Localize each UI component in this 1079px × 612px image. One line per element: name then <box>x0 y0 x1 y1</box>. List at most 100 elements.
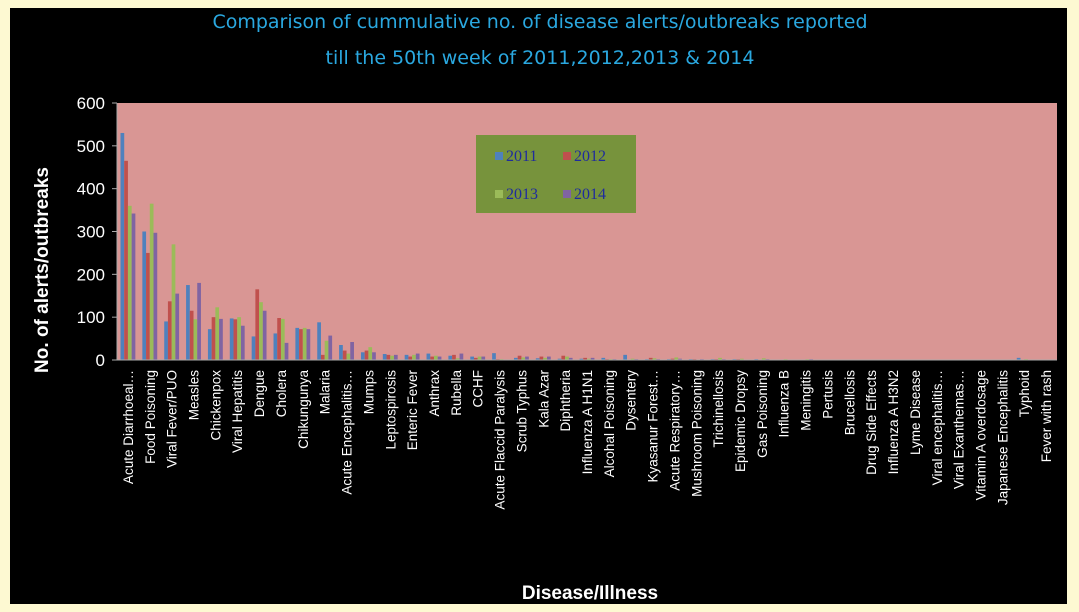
bar-2013-27 <box>718 357 722 360</box>
y-tick-label: 100 <box>77 308 105 327</box>
bar-2011-3 <box>186 285 190 360</box>
bar-2014-11 <box>372 352 376 360</box>
y-axis-title: No. of alerts/outbreaks <box>32 167 53 373</box>
bar-2014-16 <box>481 356 486 360</box>
bar-2012-13 <box>408 356 413 360</box>
bar-2014-10 <box>350 342 354 360</box>
bar-2011-13 <box>404 354 409 360</box>
bar-2012-16 <box>473 357 478 360</box>
x-tick-label: Rubella <box>449 370 464 416</box>
x-tick-label: Measles <box>187 370 202 421</box>
x-tick-label: Typhoid <box>1017 370 1032 417</box>
bar-2013-28 <box>740 358 744 360</box>
x-tick-label: Japanese Encephalitis <box>995 370 1010 505</box>
bar-2014-7 <box>284 342 289 360</box>
bar-2012-25 <box>670 358 675 360</box>
x-tick-label: Mumps <box>361 370 376 415</box>
x-tick-label: Trichinellosis <box>711 370 726 448</box>
bar-2013-8 <box>302 327 307 361</box>
bar-2013-19 <box>543 357 547 360</box>
bar-2012-1 <box>146 252 150 360</box>
bar-2013-11 <box>368 347 373 360</box>
bar-2012-4 <box>211 317 216 360</box>
bar-2011-2 <box>164 321 168 360</box>
bar-2012-20 <box>561 355 566 360</box>
x-tick-label: Malaria <box>318 370 333 415</box>
x-tick-label: Food Poisoning <box>143 370 158 464</box>
bar-2012-18 <box>517 355 522 360</box>
x-tick-label: Mushroom Poisoning <box>689 370 704 497</box>
bar-2012-7 <box>277 318 281 360</box>
bar-2011-1 <box>142 231 147 360</box>
x-tick-label: Influenza A H3N2 <box>886 370 901 474</box>
x-tick-label: Meningitis <box>799 370 814 431</box>
bar-2011-14 <box>426 353 431 360</box>
bar-2014-15 <box>459 353 464 360</box>
bar-2013-9 <box>324 340 329 360</box>
y-tick-label: 300 <box>77 223 105 242</box>
x-axis-title: Disease/Illness <box>522 583 658 604</box>
x-tick-label: Viral Hepatitis <box>230 370 245 453</box>
bar-2011-4 <box>207 329 212 360</box>
bar-2013-14 <box>433 355 438 360</box>
bar-2011-21 <box>579 358 584 360</box>
bar-2011-7 <box>273 333 278 360</box>
bar-2013-18 <box>521 357 526 360</box>
chart-title-line-2: till the 50th week of 2011,2012,2013 & 2… <box>326 47 755 69</box>
chart: Comparison of cummulative no. of disease… <box>32 11 1057 604</box>
bar-2013-29 <box>761 358 766 360</box>
bar-2013-10 <box>346 353 351 360</box>
bar-2012-11 <box>364 350 369 360</box>
bar-2014-18 <box>525 356 529 360</box>
x-tick-label: Diphtheria <box>558 370 573 432</box>
bar-2011-5 <box>229 318 234 360</box>
x-tick-label: Brucellosis <box>842 370 857 436</box>
bar-2012-2 <box>167 301 172 360</box>
x-labels-group: Acute Diarrhoeal… Food Poisoning Viral Fev… <box>121 370 1054 510</box>
legend-label-2013: 2013 <box>506 186 538 203</box>
bar-2014-19 <box>547 356 551 360</box>
x-tick-label: Dysentery <box>624 370 639 431</box>
x-tick-label: Kala Azar <box>536 370 551 428</box>
bar-2013-1 <box>149 203 154 360</box>
legend-swatch-2014 <box>563 190 571 198</box>
bar-2012-6 <box>255 289 260 360</box>
bar-2014-0 <box>131 213 136 360</box>
bar-2014-6 <box>262 310 267 360</box>
bar-2014-5 <box>240 325 245 360</box>
x-tick-label: Kyasanur Forest… <box>646 370 661 483</box>
legend-label-2014: 2014 <box>574 186 606 203</box>
x-tick-label: Chickenpox <box>208 370 223 441</box>
bar-2011-20 <box>557 358 562 360</box>
x-tick-label: CCHF <box>471 370 486 408</box>
x-tick-label: Gas Poisoning <box>755 370 770 458</box>
bar-2012-12 <box>386 354 391 360</box>
bar-2013-7 <box>280 318 285 360</box>
x-tick-label: Lyme Disease <box>908 370 923 455</box>
x-tick-label: Viral encephalitis… <box>930 370 945 485</box>
bar-2013-0 <box>127 205 132 360</box>
x-tick-label: Epidemic Dropsy <box>733 370 748 472</box>
bar-2013-15 <box>455 358 460 360</box>
x-tick-label: Acute Flaccid Paralysis <box>493 370 508 510</box>
bar-2011-10 <box>339 345 343 360</box>
bar-2013-6 <box>259 302 263 360</box>
x-tick-label: Pertusis <box>820 370 835 419</box>
x-tick-label: Leptospirosis <box>383 370 398 450</box>
x-tick-label: Scrub Typhus <box>514 370 529 453</box>
bar-2011-12 <box>382 354 387 360</box>
x-tick-label: Acute Respiratory… <box>667 370 682 491</box>
bar-2012-19 <box>539 356 544 360</box>
chart-title-line-1: Comparison of cummulative no. of disease… <box>212 11 867 33</box>
y-ticks-group: 0 100 200 300 400 500 600 <box>77 94 117 370</box>
x-tick-label: Influenza B <box>777 370 792 438</box>
x-tick-label: Chikungunya <box>296 370 311 449</box>
bar-2012-0 <box>124 160 128 360</box>
bar-2013-21 <box>587 358 591 360</box>
bar-2013-24 <box>652 358 657 360</box>
bar-2012-15 <box>452 354 456 360</box>
legend-label-2011: 2011 <box>506 148 537 165</box>
bar-2012-24 <box>648 357 653 360</box>
bar-2013-3 <box>193 319 198 360</box>
y-tick-label: 0 <box>96 351 105 370</box>
